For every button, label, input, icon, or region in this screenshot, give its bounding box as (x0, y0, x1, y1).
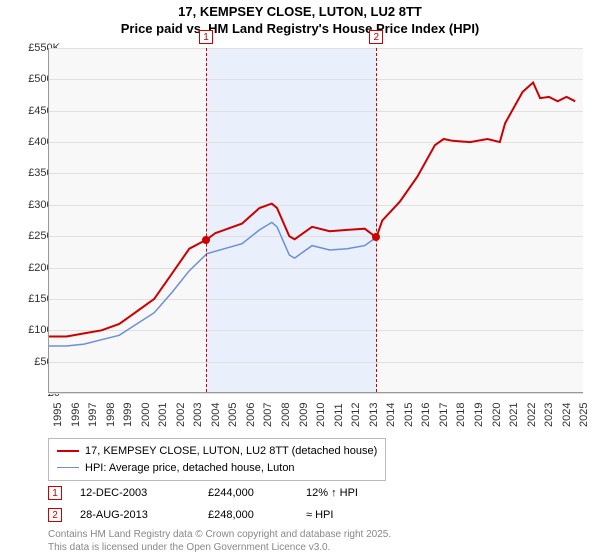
x-tick-label: 2003 (192, 403, 204, 427)
events-table: 1 12-DEC-2003 £244,000 12% ↑ HPI 2 28-AU… (48, 482, 416, 526)
footer-line2: This data is licensed under the Open Gov… (48, 541, 391, 554)
x-tick-label: 2020 (491, 403, 503, 427)
x-tick-label: 2019 (473, 403, 485, 427)
x-tick-label: 2023 (543, 403, 555, 427)
x-tick-label: 1997 (87, 403, 99, 427)
x-tick-label: 2005 (227, 403, 239, 427)
x-tick-label: 2000 (140, 403, 152, 427)
legend-item: 17, KEMPSEY CLOSE, LUTON, LU2 8TT (detac… (57, 443, 377, 460)
x-tick-label: 2006 (245, 403, 257, 427)
footer-line1: Contains HM Land Registry data © Crown c… (48, 528, 391, 541)
event-date: 12-DEC-2003 (80, 487, 190, 499)
x-tick-label: 2013 (368, 403, 380, 427)
event-row: 1 12-DEC-2003 £244,000 12% ↑ HPI (48, 482, 416, 504)
x-tick-label: 1999 (122, 403, 134, 427)
series-line (49, 222, 376, 346)
x-tick-label: 2022 (526, 403, 538, 427)
event-row: 2 28-AUG-2013 £248,000 ≈ HPI (48, 504, 416, 526)
x-tick-label: 1996 (70, 403, 82, 427)
x-tick-label: 2021 (508, 403, 520, 427)
x-tick-label: 1998 (105, 403, 117, 427)
legend-swatch (57, 467, 79, 468)
x-tick-label: 2016 (420, 403, 432, 427)
x-tick-label: 2002 (175, 403, 187, 427)
event-relative: ≈ HPI (306, 509, 416, 521)
x-tick-label: 2024 (561, 403, 573, 427)
legend-label: 17, KEMPSEY CLOSE, LUTON, LU2 8TT (detac… (85, 443, 377, 460)
chart-container: 17, KEMPSEY CLOSE, LUTON, LU2 8TT Price … (0, 0, 600, 560)
series-line (49, 83, 575, 337)
x-tick-label: 2014 (385, 403, 397, 427)
chart-plot-area: 12 (48, 48, 583, 393)
event-price: £244,000 (208, 487, 288, 499)
x-tick-label: 2008 (280, 403, 292, 427)
event-date: 28-AUG-2013 (80, 509, 190, 521)
x-tick-label: 2018 (455, 403, 467, 427)
legend: 17, KEMPSEY CLOSE, LUTON, LU2 8TT (detac… (48, 438, 386, 481)
x-tick-label: 2017 (438, 403, 450, 427)
x-tick-label: 2015 (403, 403, 415, 427)
x-tick-label: 2007 (262, 403, 274, 427)
legend-item: HPI: Average price, detached house, Luto… (57, 460, 377, 477)
event-relative: 12% ↑ HPI (306, 487, 416, 499)
event-dot (202, 236, 210, 244)
x-tick-label: 2009 (298, 403, 310, 427)
x-tick-label: 2001 (157, 403, 169, 427)
x-tick-label: 2011 (333, 403, 345, 427)
footer: Contains HM Land Registry data © Crown c… (48, 528, 391, 554)
event-dot (372, 233, 380, 241)
line-series-svg (49, 48, 583, 392)
x-tick-label: 2012 (350, 403, 362, 427)
title-line2: Price paid vs. HM Land Registry's House … (0, 21, 600, 38)
event-marker-box: 2 (369, 30, 383, 44)
title-line1: 17, KEMPSEY CLOSE, LUTON, LU2 8TT (0, 4, 600, 21)
event-price: £248,000 (208, 509, 288, 521)
title-block: 17, KEMPSEY CLOSE, LUTON, LU2 8TT Price … (0, 0, 600, 38)
event-number-box: 1 (48, 486, 62, 500)
x-tick-label: 2010 (315, 403, 327, 427)
x-tick-label: 2025 (578, 403, 590, 427)
legend-label: HPI: Average price, detached house, Luto… (85, 460, 295, 477)
x-tick-label: 1995 (52, 403, 64, 427)
event-number-box: 2 (48, 508, 62, 522)
legend-swatch (57, 450, 79, 452)
event-marker-box: 1 (199, 30, 213, 44)
x-tick-label: 2004 (210, 403, 222, 427)
